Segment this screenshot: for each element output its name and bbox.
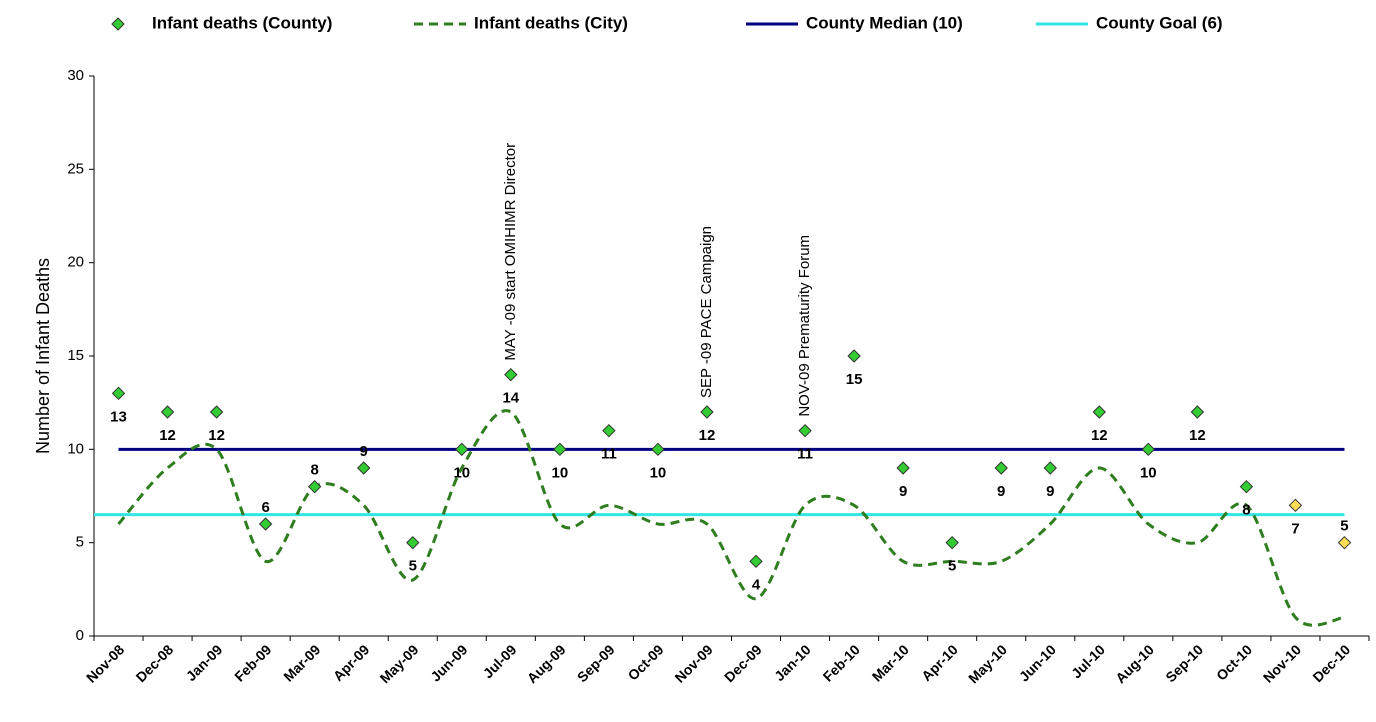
x-tick-label: May-10 <box>965 641 1010 686</box>
city-line <box>117 409 1345 627</box>
county-marker <box>160 405 175 419</box>
data-label: 11 <box>797 446 813 463</box>
x-tick-label: Apr-10 <box>918 641 961 684</box>
data-label: 5 <box>409 558 417 575</box>
x-tick-label: Nov-09 <box>671 641 715 685</box>
county-marker <box>1337 535 1352 550</box>
county-marker <box>258 517 273 531</box>
data-label: 7 <box>1291 520 1299 537</box>
data-label: 6 <box>261 499 269 516</box>
county-marker <box>896 461 910 475</box>
county-marker <box>700 405 714 419</box>
x-tick-label: Oct-09 <box>625 641 667 683</box>
county-marker <box>798 423 812 438</box>
county-marker <box>1141 442 1156 457</box>
x-tick-label: Jun-09 <box>427 641 470 684</box>
county-marker <box>1239 479 1254 494</box>
data-label: 15 <box>846 371 863 388</box>
data-label: 10 <box>552 464 569 481</box>
data-label: 14 <box>502 390 519 407</box>
data-label: 12 <box>208 427 225 444</box>
x-tick-label: Feb-10 <box>820 641 863 684</box>
y-tick-label: 25 <box>67 160 84 177</box>
data-label: 8 <box>311 462 319 479</box>
x-tick-label: Nov-10 <box>1260 641 1304 685</box>
data-label: 12 <box>1189 427 1206 444</box>
y-tick-label: 10 <box>67 440 84 457</box>
x-tick-label: Jul-09 <box>480 641 520 681</box>
x-tick-label: Sep-09 <box>574 641 618 685</box>
legend-marker <box>111 17 125 31</box>
x-tick-label: Feb-09 <box>231 641 274 684</box>
data-label: 9 <box>899 483 907 500</box>
county-marker <box>1288 498 1303 513</box>
county-marker <box>307 479 322 494</box>
x-tick-label: Aug-09 <box>524 641 569 686</box>
county-marker <box>651 442 665 457</box>
x-tick-label: Jun-10 <box>1016 641 1059 684</box>
data-label: 9 <box>360 443 368 460</box>
county-marker <box>455 442 469 457</box>
x-tick-label: Aug-10 <box>1112 641 1157 686</box>
x-tick-label: Dec-09 <box>721 641 765 685</box>
data-label: 8 <box>1242 502 1250 519</box>
data-label: 5 <box>948 558 956 575</box>
x-tick-label: May-09 <box>377 641 422 686</box>
county-marker <box>1092 405 1106 419</box>
county-marker <box>602 423 616 438</box>
county-marker <box>357 461 371 475</box>
data-label: 11 <box>601 446 617 463</box>
x-tick-label: Apr-09 <box>330 641 373 684</box>
legend-label: Infant deaths (City) <box>474 13 628 32</box>
x-tick-label: Jul-10 <box>1068 641 1108 681</box>
y-tick-label: 15 <box>67 347 84 364</box>
data-label: 12 <box>699 427 716 444</box>
data-label: 10 <box>453 464 470 481</box>
x-tick-label: Mar-09 <box>280 641 323 684</box>
annotation: MAY -09 start OMIHIMR Director <box>502 143 519 361</box>
legend-label: Infant deaths (County) <box>152 13 332 32</box>
x-tick-label: Dec-10 <box>1309 641 1353 685</box>
data-label: 9 <box>1046 483 1054 500</box>
legend-label: County Goal (6) <box>1096 13 1223 32</box>
data-label: 5 <box>1340 518 1348 535</box>
county-marker <box>945 535 959 550</box>
data-label: 13 <box>110 408 127 425</box>
annotation: SEP -09 PACE Campaign <box>698 226 715 398</box>
y-tick-label: 20 <box>67 254 84 271</box>
x-tick-label: Nov-08 <box>83 641 127 685</box>
data-label: 12 <box>159 427 176 444</box>
county-marker <box>749 554 763 569</box>
x-tick-label: Sep-10 <box>1162 641 1206 685</box>
y-axis-title: Number of Infant Deaths <box>33 258 53 454</box>
y-tick-label: 30 <box>67 67 84 84</box>
county-marker <box>553 442 567 457</box>
x-tick-label: Mar-10 <box>869 641 912 684</box>
x-tick-label: Oct-10 <box>1213 641 1255 683</box>
county-marker <box>406 535 420 550</box>
x-tick-label: Jan-09 <box>183 641 226 684</box>
x-tick-label: Jan-10 <box>771 641 814 684</box>
data-label: 4 <box>752 576 761 593</box>
county-marker <box>847 349 861 363</box>
annotation: NOV-09 Prematurity Forum <box>796 235 813 417</box>
data-label: 9 <box>997 483 1005 500</box>
county-marker <box>111 386 126 401</box>
data-label: 10 <box>1140 464 1157 481</box>
data-label: 10 <box>650 464 667 481</box>
county-marker <box>994 461 1008 475</box>
y-tick-label: 0 <box>76 627 84 644</box>
legend-label: County Median (10) <box>806 13 963 32</box>
x-tick-label: Dec-08 <box>133 641 177 685</box>
y-tick-label: 5 <box>76 534 84 551</box>
county-marker <box>1190 405 1205 419</box>
county-marker <box>1043 461 1057 475</box>
county-marker <box>504 367 518 382</box>
data-label: 12 <box>1091 427 1108 444</box>
county-marker <box>209 405 224 419</box>
